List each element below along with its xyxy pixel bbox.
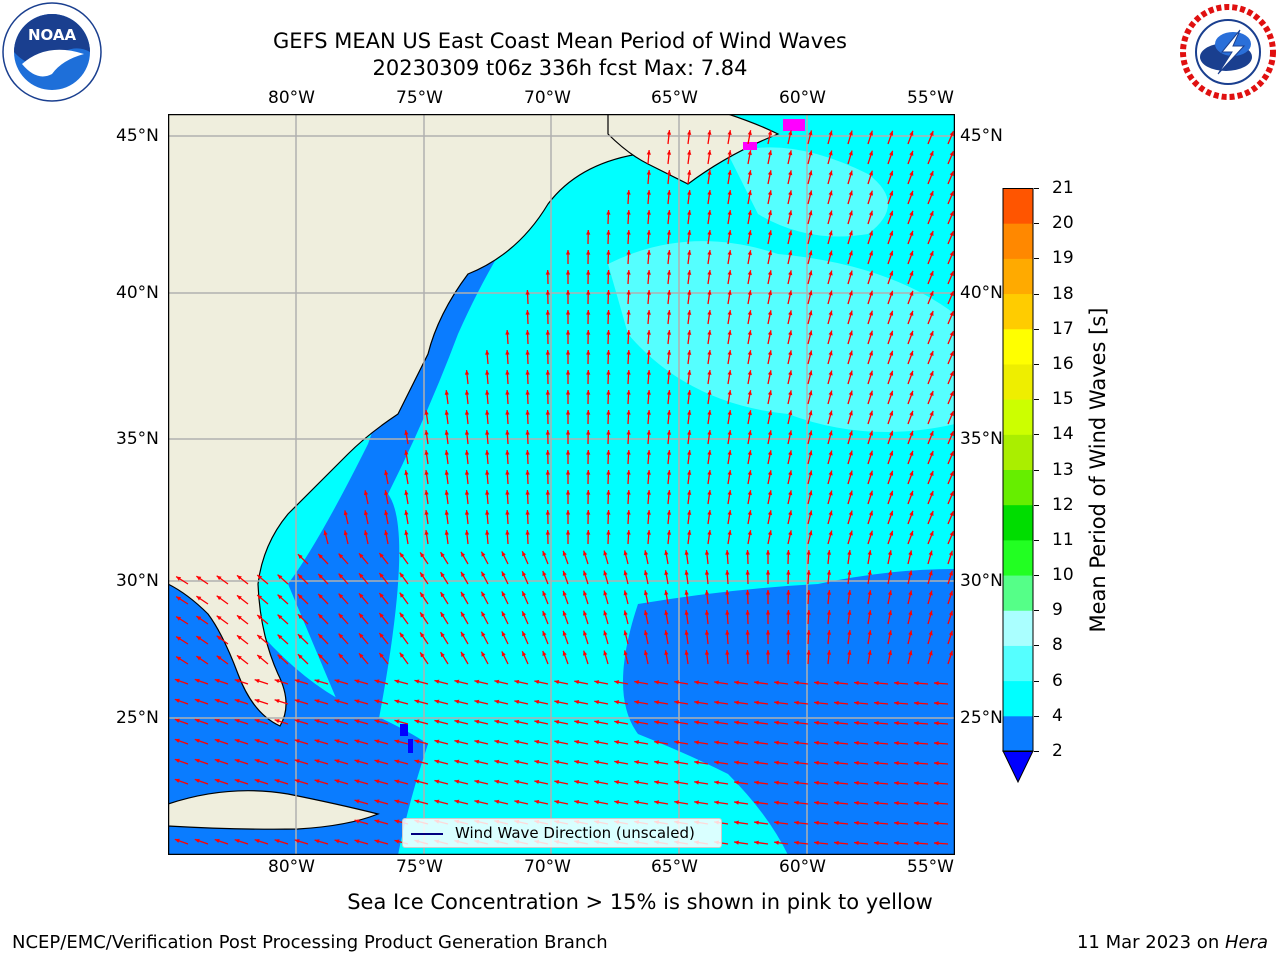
colorbar-segment bbox=[1003, 645, 1033, 682]
lon-label-bottom: 80°W bbox=[268, 857, 315, 877]
nws-logo bbox=[1178, 2, 1278, 102]
colorbar-tick-mark bbox=[1034, 539, 1039, 541]
colorbar-segment bbox=[1003, 469, 1033, 506]
colorbar-tick-mark bbox=[1034, 434, 1039, 436]
lat-label-left: 40°N bbox=[116, 283, 159, 303]
colorbar-tick-mark bbox=[1034, 575, 1039, 577]
lon-label-bottom: 55°W bbox=[907, 857, 954, 877]
map-legend: Wind Wave Direction (unscaled) bbox=[402, 818, 722, 848]
machine-name: Hera bbox=[1224, 932, 1268, 953]
lat-label-right: 45°N bbox=[960, 126, 1003, 146]
colorbar-tick-mark bbox=[1034, 293, 1039, 295]
lat-label-left: 45°N bbox=[116, 126, 159, 146]
colorbar-segment bbox=[1003, 363, 1033, 400]
lat-label-right: 30°N bbox=[960, 571, 1003, 591]
colorbar-tick-mark bbox=[1034, 363, 1039, 365]
wave-period-map: Wind Wave Direction (unscaled) bbox=[167, 113, 956, 856]
org-footer: NCEP/EMC/Verification Post Processing Pr… bbox=[12, 932, 608, 953]
map-svg bbox=[167, 113, 956, 856]
lon-label-bottom: 75°W bbox=[396, 857, 443, 877]
lat-label-right: 25°N bbox=[960, 708, 1003, 728]
colorbar-tick-label: 9 bbox=[1052, 600, 1063, 621]
colorbar-tick-label: 12 bbox=[1052, 494, 1074, 515]
colorbar-tick-label: 16 bbox=[1052, 353, 1074, 374]
colorbar-extend-arrow bbox=[1002, 750, 1034, 784]
colorbar-tick-mark bbox=[1034, 469, 1039, 471]
sea-ice-note: Sea Ice Concentration > 15% is shown in … bbox=[347, 890, 933, 914]
lon-label-bottom: 70°W bbox=[524, 857, 571, 877]
colorbar-tick-mark bbox=[1034, 188, 1039, 189]
colorbar-tick-label: 13 bbox=[1052, 459, 1074, 480]
colorbar-segment bbox=[1003, 539, 1033, 576]
colorbar bbox=[1002, 188, 1034, 784]
colorbar-tick-label: 17 bbox=[1052, 318, 1074, 339]
colorbar-segment bbox=[1003, 680, 1033, 717]
chart-title: GEFS MEAN US East Coast Mean Period of W… bbox=[273, 29, 847, 53]
lon-label-top: 70°W bbox=[524, 88, 571, 108]
colorbar-label: Mean Period of Wind Waves [s] bbox=[1086, 307, 1110, 633]
svg-text:NOAA: NOAA bbox=[28, 26, 77, 44]
colorbar-tick-label: 10 bbox=[1052, 565, 1074, 586]
lon-label-top: 80°W bbox=[268, 88, 315, 108]
colorbar-segment bbox=[1003, 328, 1033, 365]
lon-label-top: 60°W bbox=[779, 88, 826, 108]
noaa-logo: NOAA bbox=[2, 2, 102, 102]
colorbar-segment bbox=[1003, 434, 1033, 470]
colorbar-tick-label: 21 bbox=[1052, 178, 1074, 198]
date-footer: 11 Mar 2023 on Hera bbox=[1077, 932, 1268, 953]
colorbar-tick-label: 18 bbox=[1052, 283, 1074, 304]
date-text: 11 Mar 2023 on bbox=[1076, 932, 1225, 953]
colorbar-tick-label: 6 bbox=[1052, 670, 1063, 691]
colorbar-tick-mark bbox=[1034, 715, 1039, 717]
colorbar-tick-mark bbox=[1034, 258, 1039, 260]
colorbar-segment bbox=[1003, 715, 1033, 752]
chart-subtitle: 20230309 t06z 336h fcst Max: 7.84 bbox=[372, 56, 748, 80]
lon-label-top: 75°W bbox=[396, 88, 443, 108]
lon-label-bottom: 60°W bbox=[779, 857, 826, 877]
colorbar-tick-mark bbox=[1034, 399, 1039, 401]
colorbar-tick-label: 8 bbox=[1052, 635, 1063, 656]
colorbar-segment bbox=[1003, 575, 1033, 611]
lon-label-top: 65°W bbox=[651, 88, 698, 108]
colorbar-tick-mark bbox=[1034, 328, 1039, 330]
lat-label-right: 35°N bbox=[960, 429, 1003, 449]
colorbar-segment bbox=[1003, 188, 1033, 224]
colorbar-tick-label: 20 bbox=[1052, 213, 1074, 234]
lat-label-left: 30°N bbox=[116, 571, 159, 591]
colorbar-tick-mark bbox=[1034, 680, 1039, 682]
colorbar-tick-mark bbox=[1034, 504, 1039, 506]
wind-wave-arrows bbox=[174, 130, 955, 846]
colorbar-tick-mark bbox=[1034, 751, 1039, 752]
colorbar-tick-label: 4 bbox=[1052, 705, 1063, 726]
colorbar-segment bbox=[1003, 399, 1033, 435]
colorbar-ticks: 2 4 6 8 9 10 11 12 13 14 15 16 17 18 19 20 21 bbox=[1034, 0, 1080, 960]
colorbar-tick-label: 19 bbox=[1052, 248, 1074, 269]
legend-line-icon bbox=[411, 833, 443, 835]
colorbar-tick-mark bbox=[1034, 223, 1039, 225]
lat-label-right: 40°N bbox=[960, 283, 1003, 303]
colorbar-tick-label: 2 bbox=[1052, 741, 1063, 761]
colorbar-tick-label: 15 bbox=[1052, 389, 1074, 410]
lon-label-top: 55°W bbox=[907, 88, 954, 108]
colorbar-segment bbox=[1003, 293, 1033, 330]
colorbar-svg bbox=[1002, 188, 1034, 784]
colorbar-segment bbox=[1003, 258, 1033, 295]
colorbar-tick-label: 14 bbox=[1052, 424, 1074, 445]
lat-label-left: 25°N bbox=[116, 708, 159, 728]
colorbar-tick-label: 11 bbox=[1052, 529, 1074, 550]
colorbar-segment bbox=[1003, 504, 1033, 541]
legend-label: Wind Wave Direction (unscaled) bbox=[455, 824, 695, 842]
colorbar-segment bbox=[1003, 223, 1033, 259]
colorbar-tick-mark bbox=[1034, 645, 1039, 647]
colorbar-tick-mark bbox=[1034, 610, 1039, 612]
colorbar-segment bbox=[1003, 610, 1033, 646]
lon-label-bottom: 65°W bbox=[651, 857, 698, 877]
lat-label-left: 35°N bbox=[116, 429, 159, 449]
